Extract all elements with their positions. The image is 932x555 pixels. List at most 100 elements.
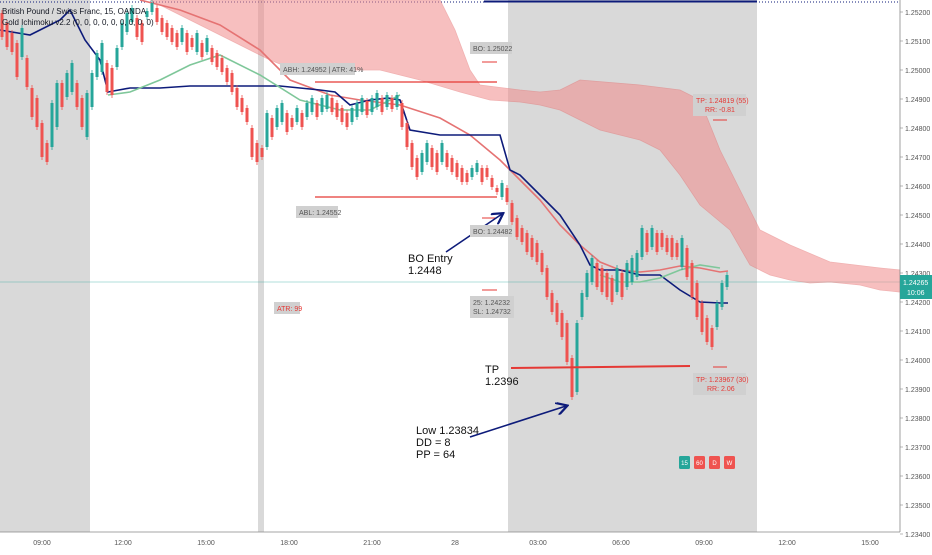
candle-body — [420, 153, 424, 172]
candle-body — [690, 263, 694, 297]
candle-body — [155, 8, 159, 22]
candle-body — [30, 88, 34, 117]
candle-body — [410, 143, 414, 167]
time-tick-label: 09:00 — [695, 540, 713, 547]
timeframe-badge — [694, 456, 705, 469]
candle-body — [350, 108, 354, 122]
candle-body — [495, 188, 499, 192]
annotation-low-1: Low 1.23834 — [416, 425, 479, 437]
label-targets-line2: SL: 1.24732 — [473, 309, 511, 316]
candle-body — [240, 98, 244, 112]
price-axis-ticks[interactable]: 1.25200 1.25100 1.25000 1.24900 1.24800 1.247… — [900, 10, 930, 539]
indicator-legend[interactable]: Gold Ichimoku v2.2 (0, 0, 0, 0, 0, 0, 0,… — [2, 18, 154, 27]
candle-body — [5, 23, 9, 47]
label-abl: ABL: 1.24552 — [296, 206, 342, 218]
timeframe-badge — [724, 456, 735, 469]
candle-body — [180, 28, 184, 42]
candle-body — [285, 113, 289, 132]
candle-body — [370, 98, 374, 112]
candle-body — [715, 303, 719, 327]
candlestick-series — [0, 0, 729, 400]
timeframe-badge-label: 15 — [681, 461, 688, 467]
label-bo-mid-text: BO: 1.24482 — [473, 229, 512, 236]
candle-body — [505, 188, 509, 202]
label-tp-top-line1: TP: 1.24819 (55) — [696, 98, 749, 105]
timeframe-badge-label: D — [712, 461, 717, 467]
time-axis-bg — [0, 532, 932, 550]
candle-body — [580, 293, 584, 317]
price-tick-label: 1.23700 — [905, 445, 930, 452]
candle-body — [210, 48, 214, 62]
time-axis-ticks[interactable]: 09:00 12:00 15:00 18:00 21:00 28 03:00 06:00 09:… — [33, 540, 879, 547]
time-tick-label: 15:00 — [861, 540, 879, 547]
candle-body — [270, 118, 274, 137]
price-tick-label: 1.24600 — [905, 184, 930, 191]
candle-body — [140, 23, 144, 42]
low-arrow[interactable] — [469, 406, 566, 438]
candle-body — [405, 123, 409, 147]
candle-body — [665, 238, 669, 252]
candle-body — [40, 123, 44, 157]
candle-body — [215, 53, 219, 67]
session-shade-left — [0, 0, 90, 532]
time-tick-label: 09:00 — [33, 540, 51, 547]
candle-body — [450, 158, 454, 172]
candle-body — [85, 93, 89, 137]
candle-body — [20, 28, 24, 57]
candle-body — [595, 263, 599, 287]
candle-body — [290, 118, 294, 127]
candle-body — [130, 8, 134, 22]
candle-body — [485, 168, 489, 177]
label-tp-top: TP: 1.24819 (55) RR: -0.81 — [693, 94, 749, 116]
candle-body — [440, 143, 444, 162]
candle-body — [615, 268, 619, 292]
candle-body — [620, 273, 624, 297]
candle-body — [625, 263, 629, 287]
candle-body — [610, 278, 614, 302]
timeframe-badge-label: 60 — [696, 461, 703, 467]
candle-body — [500, 183, 504, 197]
price-tick-label: 1.25100 — [905, 39, 930, 46]
candle-body — [35, 98, 39, 127]
tp-drawn-line[interactable] — [510, 365, 691, 369]
time-tick-label: 21:00 — [363, 540, 381, 547]
price-tick-label: 1.24100 — [905, 329, 930, 336]
label-bo-top: BO: 1.25022 — [470, 42, 512, 54]
candle-body — [185, 33, 189, 52]
annotation-tp-1: TP — [485, 364, 499, 376]
candle-body — [490, 178, 494, 187]
candle-body — [535, 243, 539, 262]
candle-body — [380, 98, 384, 112]
candle-body — [115, 48, 119, 67]
candle-body — [460, 168, 464, 182]
timeframe-badge — [709, 456, 720, 469]
candle-body — [80, 98, 84, 127]
candle-body — [235, 88, 239, 107]
price-tick-label: 1.24200 — [905, 300, 930, 307]
label-bo-top-text: BO: 1.25022 — [473, 46, 512, 53]
price-tick-label: 1.24700 — [905, 155, 930, 162]
candle-body — [355, 103, 359, 117]
candle-body — [720, 283, 724, 307]
time-tick-label: 12:00 — [778, 540, 796, 547]
candle-body — [650, 228, 654, 247]
candle-body — [15, 43, 19, 77]
candle-body — [65, 73, 69, 97]
candle-body — [325, 95, 329, 109]
candle-body — [45, 143, 49, 162]
candle-body — [335, 103, 339, 117]
candle-body — [110, 68, 114, 95]
candle-body — [75, 83, 79, 107]
candle-body — [50, 103, 54, 147]
candle-body — [525, 233, 529, 252]
candle-body — [395, 95, 399, 107]
chart-symbol-title[interactable]: British Pound / Swiss Franc, 15, OANDA — [2, 7, 147, 16]
time-tick-label: 03:00 — [529, 540, 547, 547]
candle-body — [55, 83, 59, 127]
candle-body — [245, 108, 249, 122]
candle-body — [305, 103, 309, 117]
candle-body — [680, 238, 684, 267]
candle-body — [250, 128, 254, 157]
